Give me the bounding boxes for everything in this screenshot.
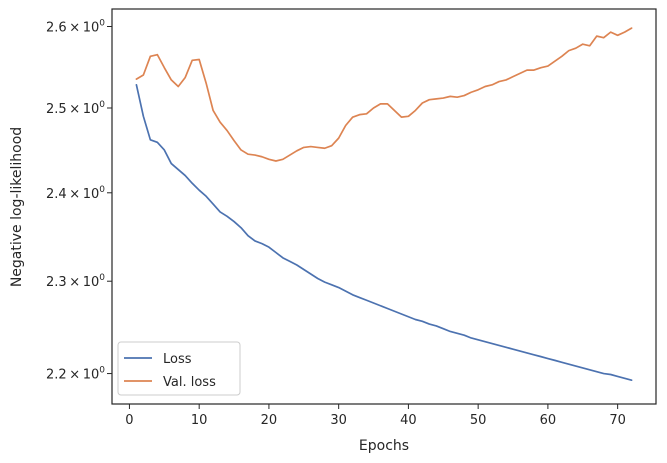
x-tick-label: 20 — [261, 413, 278, 428]
x-tick-label: 50 — [470, 413, 487, 428]
y-tick-label: 2.6 × 100 — [46, 19, 105, 36]
legend-label-val-loss: Val. loss — [163, 375, 216, 390]
legend: Loss Val. loss — [117, 341, 241, 396]
y-tick-label: 2.5 × 100 — [46, 100, 105, 117]
x-tick-label: 60 — [540, 413, 557, 428]
x-axis: 0 10 20 30 40 50 60 70 — [125, 404, 626, 428]
y-axis-label: Negative log-likelihood — [9, 127, 25, 287]
y-tick-label: 2.3 × 100 — [46, 273, 105, 290]
series-layer — [135, 27, 633, 382]
series-line-0 — [135, 83, 633, 382]
x-tick-label: 10 — [191, 413, 208, 428]
x-tick-label: 0 — [125, 413, 133, 428]
x-tick-label: 30 — [330, 413, 347, 428]
x-axis-label: Epochs — [359, 438, 409, 454]
series-line-1 — [135, 27, 633, 162]
y-tick-label: 2.4 × 100 — [46, 185, 105, 202]
y-tick-label: 2.2 × 100 — [46, 366, 105, 383]
y-axis: 2.2 × 100 2.3 × 100 2.4 × 100 2.5 × 100 2.6 … — [46, 19, 112, 383]
x-tick-label: 70 — [609, 413, 626, 428]
plot-frame — [111, 8, 657, 405]
legend-label-loss: Loss — [163, 352, 192, 367]
x-tick-label: 40 — [400, 413, 417, 428]
